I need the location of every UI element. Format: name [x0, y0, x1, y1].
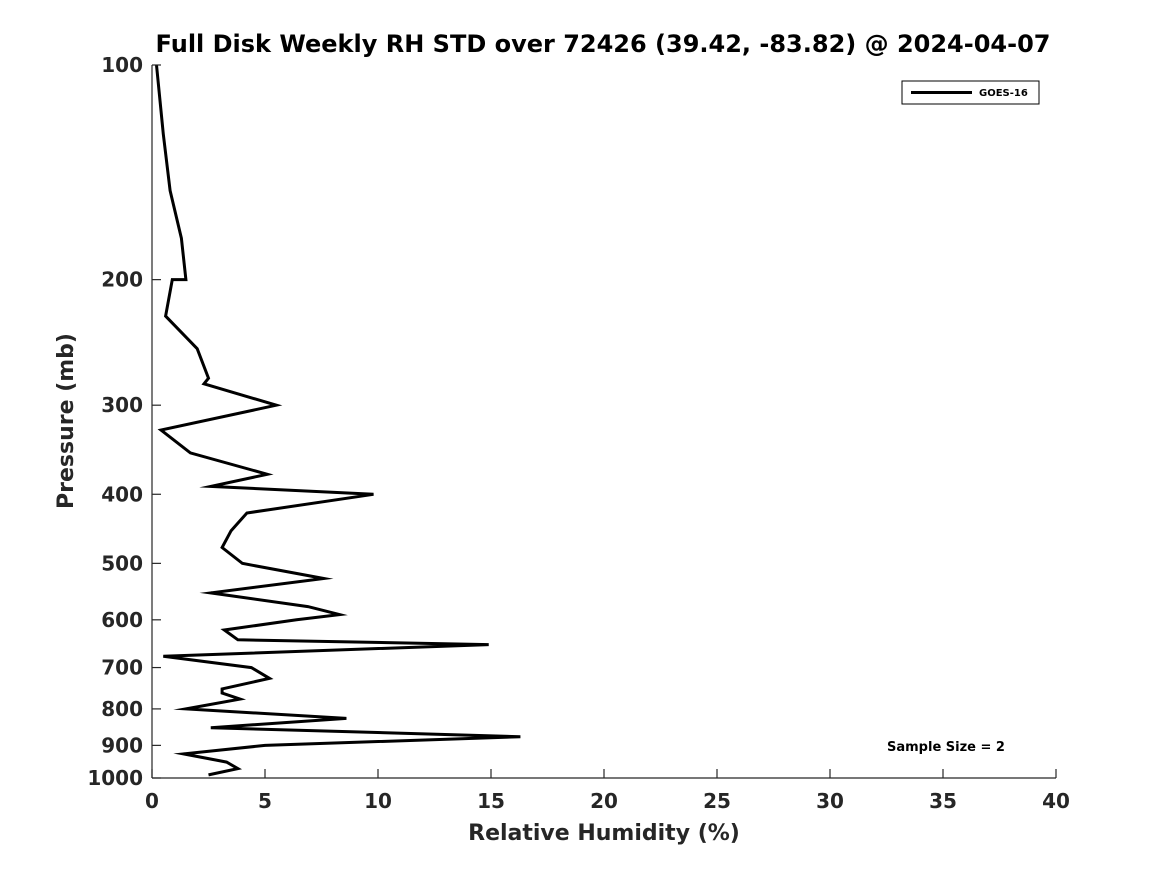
y-tick-label: 500 [101, 551, 143, 575]
y-tick-label: 400 [101, 482, 143, 506]
sample-size-annotation: Sample Size = 2 [887, 740, 1005, 755]
x-tick-label: 20 [590, 789, 618, 813]
y-tick-label: 600 [101, 608, 143, 632]
x-tick-label: 40 [1042, 789, 1070, 813]
x-tick-label: 30 [816, 789, 844, 813]
x-axis-ticks: 0 5 10 15 20 25 30 35 40 [145, 769, 1070, 813]
x-tick-label: 10 [364, 789, 392, 813]
series-line-goes-16 [155, 64, 521, 777]
x-tick-label: 25 [703, 789, 731, 813]
legend-label-goes-16: GOES-16 [979, 88, 1028, 99]
y-tick-label: 200 [101, 268, 143, 292]
y-tick-label: 100 [101, 53, 143, 77]
y-axis-label: Pressure (mb) [54, 333, 79, 509]
legend: GOES-16 [901, 80, 1040, 105]
x-tick-label: 35 [929, 789, 957, 813]
y-tick-label: 700 [101, 656, 143, 680]
y-tick-label: 800 [101, 697, 143, 721]
plot-area [151, 64, 1056, 779]
x-tick-label: 5 [258, 789, 272, 813]
y-tick-label: 300 [101, 393, 143, 417]
x-axis-label: Relative Humidity (%) [468, 821, 740, 846]
x-tick-label: 15 [477, 789, 505, 813]
y-axis-ticks: 100 200 300 400 500 600 700 800 900 1000 [87, 53, 161, 790]
x-tick-label: 0 [145, 789, 159, 813]
y-tick-label: 1000 [87, 766, 143, 790]
y-tick-label: 900 [101, 733, 143, 757]
chart-title: Full Disk Weekly RH STD over 72426 (39.4… [156, 30, 1051, 58]
